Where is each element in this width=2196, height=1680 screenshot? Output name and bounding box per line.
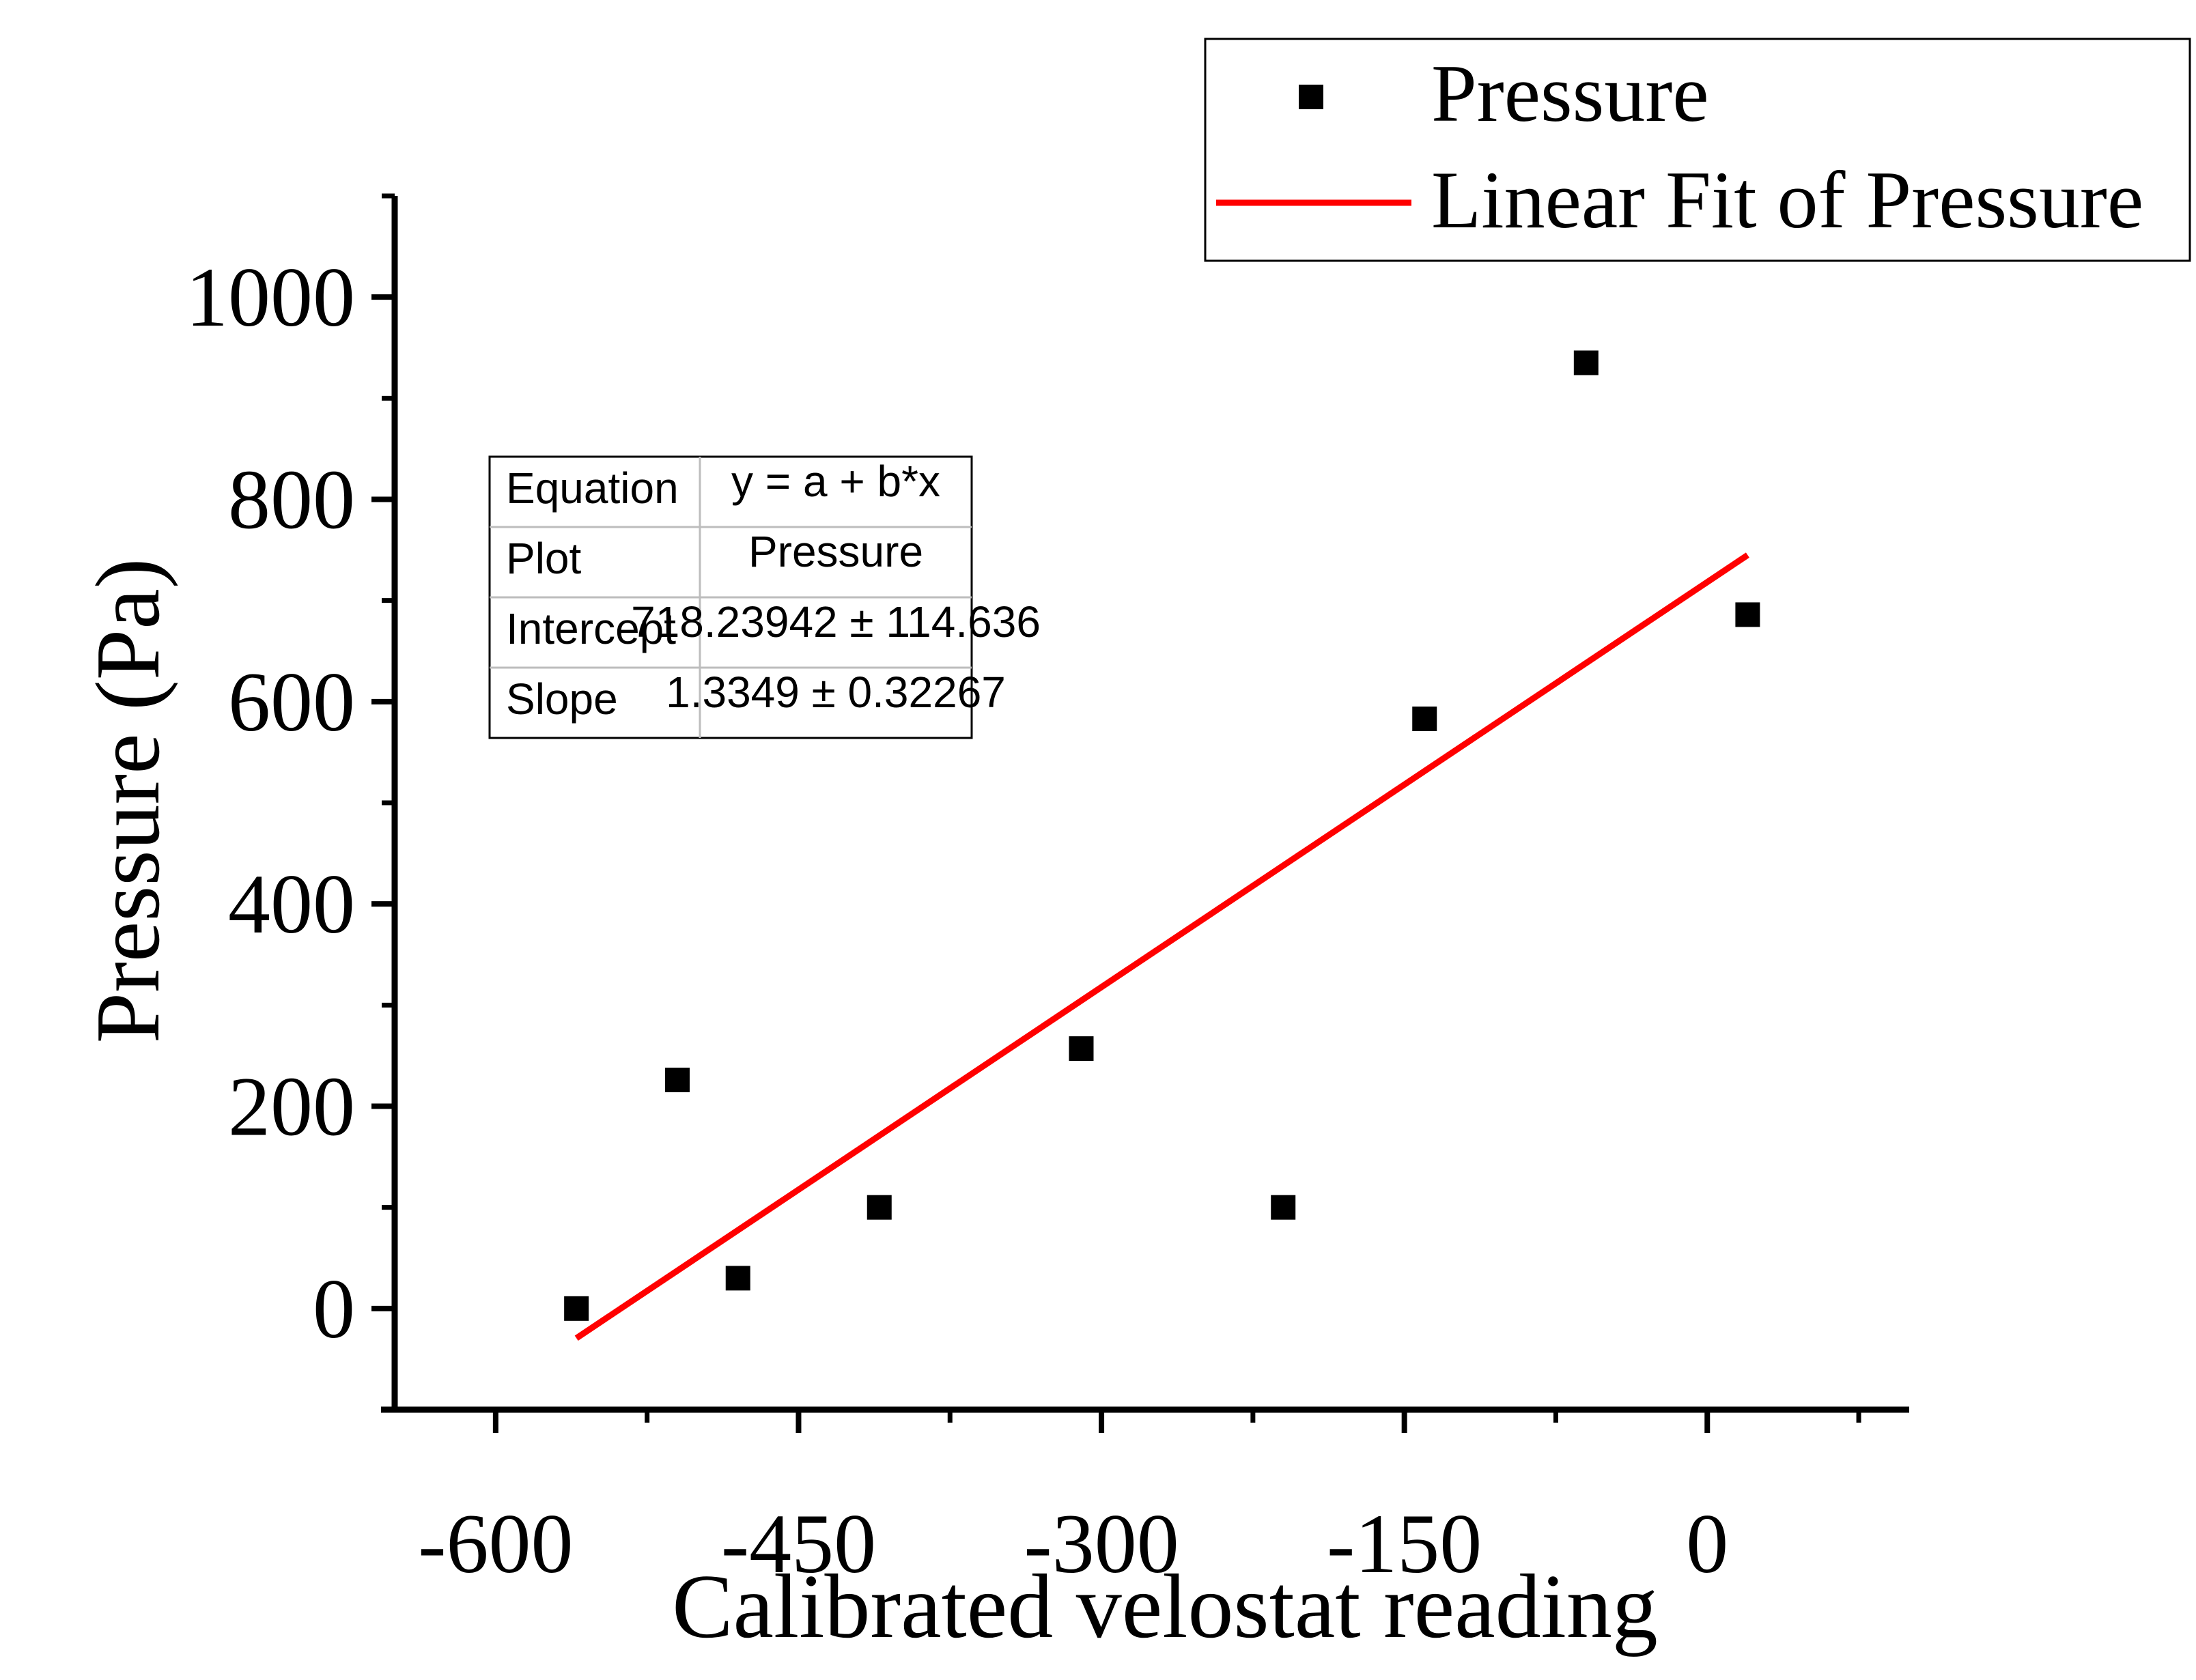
x-tick-label: -300 bbox=[1024, 1497, 1179, 1591]
legend-label-pressure: Pressure bbox=[1431, 48, 1709, 139]
data-point bbox=[665, 1067, 690, 1092]
x-tick-label: -600 bbox=[418, 1497, 573, 1591]
fit-table-label: Intercept bbox=[506, 604, 676, 653]
data-point bbox=[725, 1266, 750, 1291]
tick-labels: -600 -450 -300 -150 0 0 200 400 600 800 1000 bbox=[186, 251, 1728, 1591]
legend: Pressure Linear Fit of Pressure bbox=[1204, 38, 2191, 262]
fit-table-value: y = a + b*x bbox=[731, 457, 940, 506]
data-point bbox=[1069, 1036, 1094, 1062]
legend-label-fit: Linear Fit of Pressure bbox=[1431, 154, 2143, 245]
y-tick-label: 600 bbox=[228, 655, 355, 749]
y-tick-label: 200 bbox=[228, 1060, 355, 1154]
x-axis-label: Calibrated velostat reading bbox=[672, 1556, 1658, 1657]
y-tick-label: 1000 bbox=[186, 251, 355, 344]
legend-marker-pressure bbox=[1299, 85, 1323, 109]
fit-table-label: Equation bbox=[506, 464, 679, 513]
data-point bbox=[564, 1296, 589, 1321]
fit-results-table: Equation y = a + b*x Plot Pressure Intercept… bbox=[488, 455, 1041, 739]
data-point bbox=[1573, 350, 1599, 375]
fit-line bbox=[574, 552, 1749, 1341]
axis-ticks bbox=[371, 193, 1861, 1433]
data-point bbox=[1735, 602, 1760, 627]
x-tick-label: 0 bbox=[1686, 1497, 1728, 1591]
fit-table-label: Plot bbox=[506, 534, 582, 583]
x-tick-label: -450 bbox=[721, 1497, 876, 1591]
data-point bbox=[1412, 707, 1437, 732]
data-points bbox=[564, 350, 1760, 1321]
y-tick-label: 800 bbox=[228, 453, 355, 547]
y-axis-label: Pressure (Pa) bbox=[77, 558, 178, 1044]
fit-table-value: 1.3349 ± 0.32267 bbox=[666, 668, 1006, 717]
y-tick-label: 400 bbox=[228, 857, 355, 951]
fit-line-layer bbox=[574, 552, 1749, 1341]
fit-table-value: Pressure bbox=[748, 527, 923, 576]
fit-table-value: 718.23942 ± 114.636 bbox=[631, 597, 1041, 646]
x-tick-label: -150 bbox=[1327, 1497, 1482, 1591]
data-point bbox=[867, 1195, 892, 1220]
y-tick-label: 0 bbox=[313, 1262, 355, 1356]
legend-box bbox=[1204, 38, 2191, 262]
data-point bbox=[1271, 1195, 1296, 1220]
fit-table-label: Slope bbox=[506, 674, 618, 724]
